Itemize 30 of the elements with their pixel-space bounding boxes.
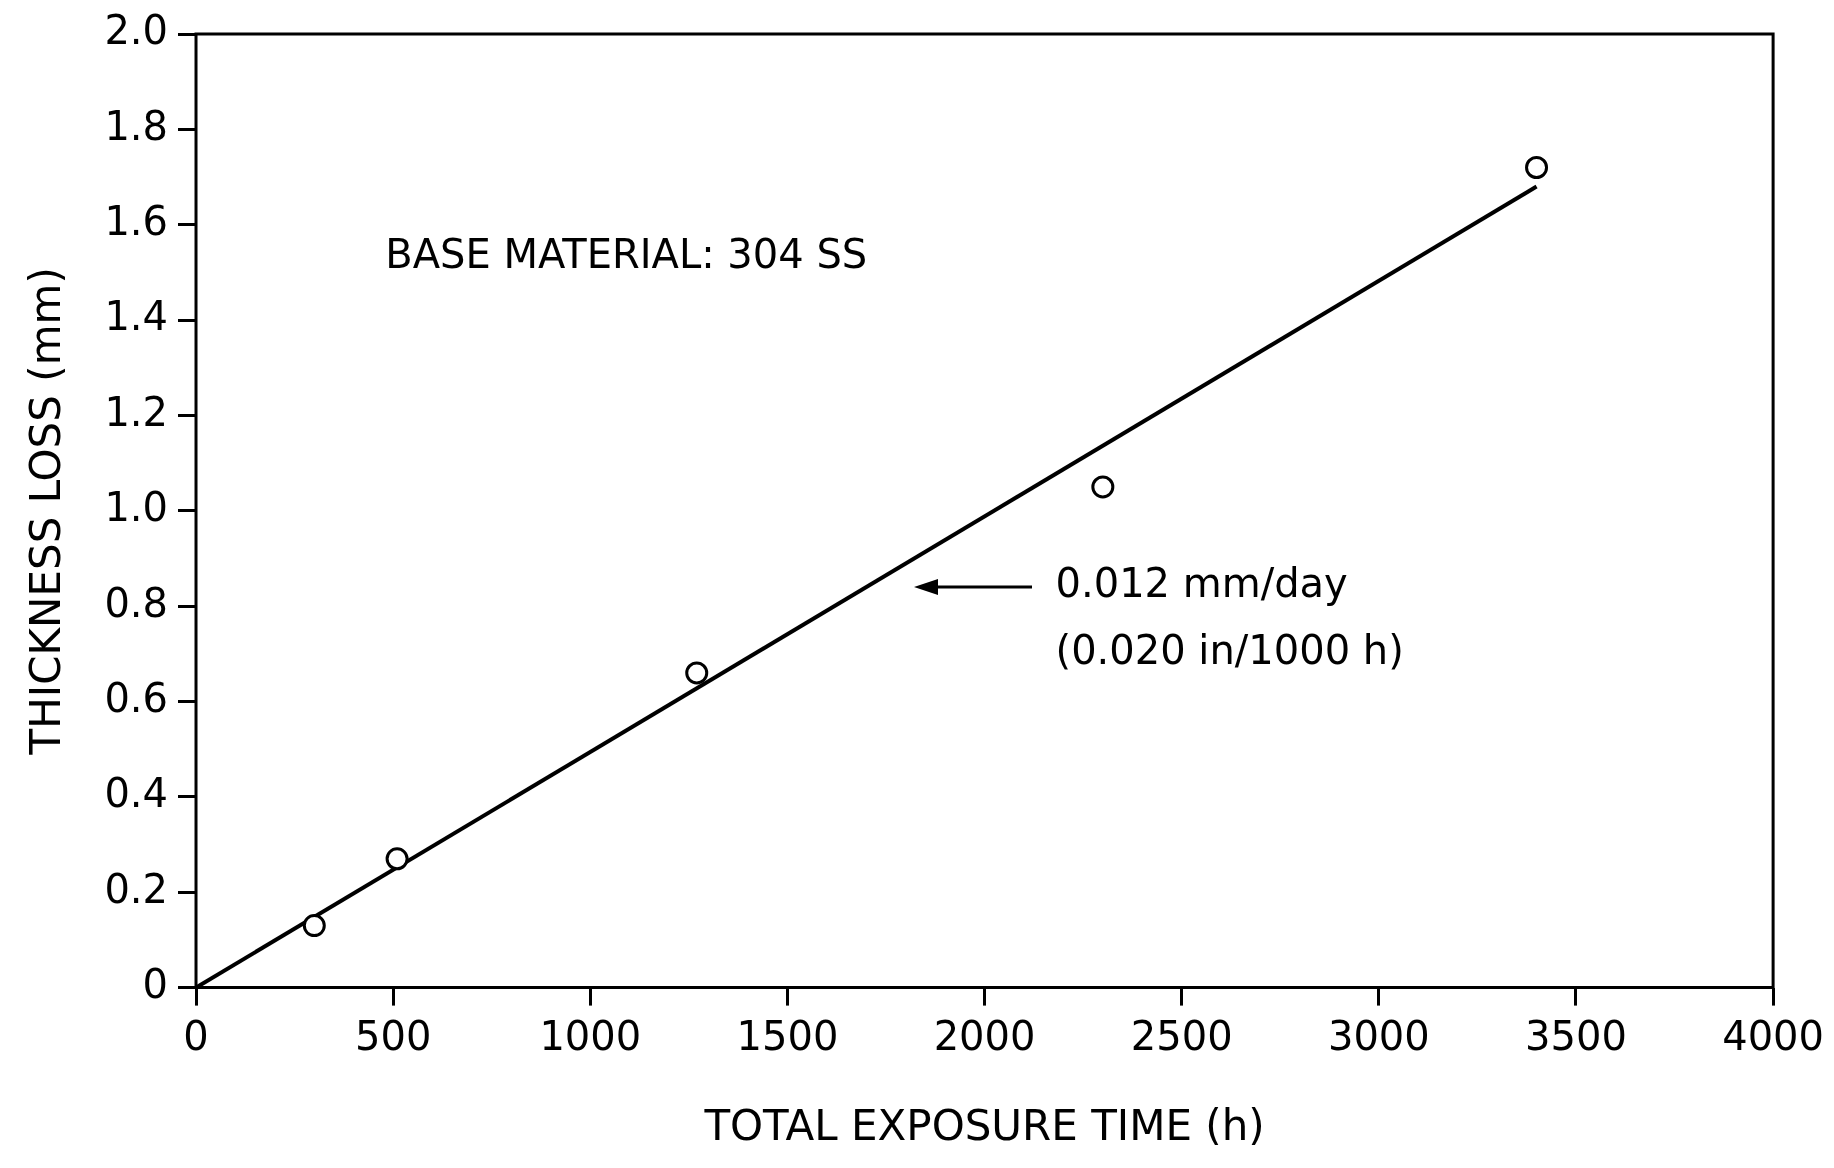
point [302,914,326,938]
x-tick-label: 1500 [736,1012,839,1059]
point [685,661,709,685]
point [1525,156,1549,179]
annotation: 0.012 mm/day [1055,560,1348,607]
y-tick-label: 1.6 [104,198,169,245]
x-tick-label: 3500 [1525,1012,1627,1059]
x-tick-label: 4000 [1722,1012,1824,1059]
x-tick-label: 500 [354,1012,432,1059]
x-tick-label: 3000 [1327,1012,1430,1059]
x-tick-label: 2000 [933,1012,1036,1059]
y-tick-label: 0.8 [104,579,169,626]
y-tick-label: 0.4 [104,770,169,817]
point [385,847,409,871]
y-tick-label: 0.2 [104,865,169,912]
annotation: (0.020 in/1000 h) [1055,627,1404,674]
y-axis-title: THICKNESS LOSS (mm) [21,267,71,756]
y-tick-label: 1.8 [104,102,169,149]
point [1091,475,1115,499]
x-axis-title: TOTAL EXPOSURE TIME (h) [703,1100,1265,1150]
x-tick-label: 1000 [539,1012,642,1059]
y-tick-label: 0 [142,960,169,1007]
y-tick-label: 2.0 [104,7,169,54]
x-tick-label: 2500 [1130,1012,1233,1059]
annotation: BASE MATERIAL: 304 SS [385,231,868,278]
x-tick-label: 0 [183,1012,209,1059]
y-tick-label: 0.6 [104,674,169,721]
y-tick-label: 1.2 [104,388,169,435]
y-tick-label: 1.4 [104,293,169,340]
y-tick-label: 1.0 [104,484,169,531]
